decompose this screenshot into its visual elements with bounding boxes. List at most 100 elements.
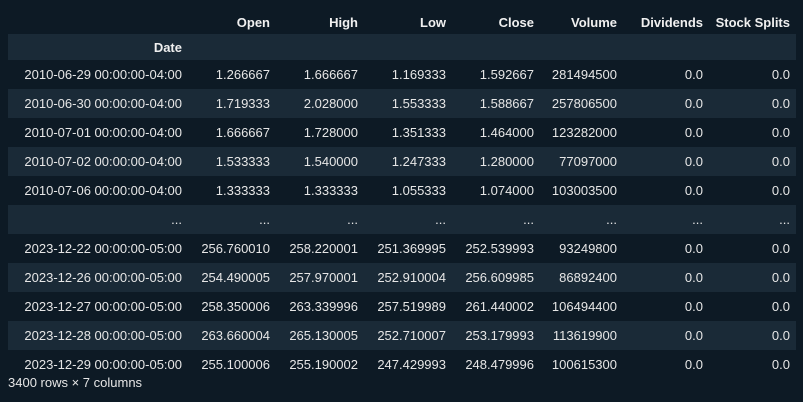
cell-close: ...: [523, 212, 534, 227]
row-index-date: 2023-12-22 00:00:00-05:00: [24, 241, 182, 256]
cell-low: 247.429993: [377, 357, 446, 372]
cell-open: 258.350006: [201, 299, 270, 314]
cell-volume: 123282000: [551, 125, 617, 140]
cell-close: 261.440002: [465, 299, 534, 314]
cell-close: 1.592667: [479, 67, 534, 82]
cell-dividends: 0.0: [684, 241, 703, 256]
table-row: 2010-07-06 00:00:00-04:00 1.333333 1.33333…: [8, 176, 796, 205]
table-body: 2010-06-29 00:00:00-04:00 1.266667 1.66666…: [8, 60, 796, 379]
dataframe-output: Open High Low Close Volume Dividends Sto…: [8, 10, 796, 379]
cell-high: 257.970001: [289, 270, 358, 285]
row-index-date: 2010-07-06 00:00:00-04:00: [24, 183, 182, 198]
cell-high: 255.190002: [289, 357, 358, 372]
cell-open: 1.719333: [215, 96, 270, 111]
table-row: 2023-12-26 00:00:00-05:00 254.490005 257.9…: [8, 263, 796, 292]
cell-high: 265.130005: [289, 328, 358, 343]
column-header-close: Close: [498, 14, 534, 30]
cell-high: 263.339996: [289, 299, 358, 314]
cell-stock-splits: 0.0: [771, 125, 790, 140]
cell-stock-splits: 0.0: [771, 357, 790, 372]
cell-low: 252.910004: [377, 270, 446, 285]
cell-dividends: ...: [692, 212, 703, 227]
cell-high: 1.540000: [303, 154, 358, 169]
cell-high: ...: [347, 212, 358, 227]
cell-low: 1.247333: [391, 154, 446, 169]
cell-close: 1.280000: [479, 154, 534, 169]
cell-volume: 113619900: [552, 328, 617, 343]
index-header-row: Date: [8, 34, 796, 60]
table-row: 2010-07-01 00:00:00-04:00 1.666667 1.72800…: [8, 118, 796, 147]
column-header-stock-splits: Stock Splits: [715, 14, 790, 30]
cell-volume: ...: [606, 212, 617, 227]
index-name-header: Date: [153, 39, 182, 55]
row-index-date: 2010-06-29 00:00:00-04:00: [24, 67, 182, 82]
cell-close: 1.464000: [479, 125, 534, 140]
cell-stock-splits: ...: [779, 212, 790, 227]
column-header-low: Low: [420, 14, 446, 30]
cell-close: 1.588667: [479, 96, 534, 111]
cell-close: 256.609985: [465, 270, 534, 285]
column-header-dividends: Dividends: [640, 14, 703, 30]
cell-open: 1.266667: [215, 67, 270, 82]
cell-dividends: 0.0: [684, 96, 703, 111]
cell-volume: 86892400: [559, 270, 617, 285]
cell-low: ...: [435, 212, 446, 227]
cell-stock-splits: 0.0: [771, 299, 790, 314]
cell-stock-splits: 0.0: [771, 241, 790, 256]
cell-open: 254.490005: [201, 270, 270, 285]
table-row: 2010-06-29 00:00:00-04:00 1.266667 1.66666…: [8, 60, 796, 89]
table-row: 2023-12-29 00:00:00-05:00 255.100006 255.1…: [8, 350, 796, 379]
cell-stock-splits: 0.0: [771, 96, 790, 111]
column-header-row: Open High Low Close Volume Dividends Sto…: [8, 10, 796, 34]
table-row: 2010-06-30 00:00:00-04:00 1.719333 2.02800…: [8, 89, 796, 118]
row-index-date: 2010-06-30 00:00:00-04:00: [24, 96, 182, 111]
cell-stock-splits: 0.0: [771, 183, 790, 198]
cell-close: 1.074000: [479, 183, 534, 198]
column-header-high: High: [329, 14, 358, 30]
cell-low: 1.553333: [391, 96, 446, 111]
cell-high: 2.028000: [303, 96, 358, 111]
cell-volume: 257806500: [551, 96, 617, 111]
cell-low: 1.169333: [391, 67, 446, 82]
cell-high: 258.220001: [289, 241, 358, 256]
cell-volume: 103003500: [551, 183, 617, 198]
row-index-date: 2023-12-29 00:00:00-05:00: [24, 357, 182, 372]
cell-high: 1.333333: [303, 183, 358, 198]
cell-volume: 281494500: [551, 67, 617, 82]
cell-open: 1.533333: [215, 154, 270, 169]
cell-high: 1.666667: [303, 67, 358, 82]
row-index-date: 2010-07-01 00:00:00-04:00: [24, 125, 182, 140]
cell-dividends: 0.0: [684, 299, 703, 314]
dataframe-table: Open High Low Close Volume Dividends Sto…: [8, 10, 796, 379]
cell-low: 251.369995: [377, 241, 446, 256]
cell-low: 257.519989: [377, 299, 446, 314]
row-index-date: 2023-12-27 00:00:00-05:00: [24, 299, 182, 314]
row-index-date: ...: [171, 212, 182, 227]
cell-dividends: 0.0: [684, 357, 703, 372]
column-header-volume: Volume: [571, 14, 617, 30]
table-row: 2023-12-28 00:00:00-05:00 263.660004 265.1…: [8, 321, 796, 350]
cell-close: 253.179993: [465, 328, 534, 343]
cell-dividends: 0.0: [684, 270, 703, 285]
table-row: 2023-12-22 00:00:00-05:00 256.760010 258.2…: [8, 234, 796, 263]
cell-dividends: 0.0: [684, 183, 703, 198]
cell-open: ...: [259, 212, 270, 227]
cell-stock-splits: 0.0: [771, 67, 790, 82]
cell-dividends: 0.0: [684, 154, 703, 169]
row-index-date: 2023-12-28 00:00:00-05:00: [24, 328, 182, 343]
cell-high: 1.728000: [303, 125, 358, 140]
cell-dividends: 0.0: [684, 328, 703, 343]
cell-open: 1.333333: [215, 183, 270, 198]
header-corner: [8, 10, 188, 34]
shape-summary: 3400 rows × 7 columns: [8, 375, 143, 390]
column-header-open: Open: [236, 14, 270, 30]
cell-low: 1.351333: [391, 125, 446, 140]
table-row: 2023-12-27 00:00:00-05:00 258.350006 263.3…: [8, 292, 796, 321]
cell-dividends: 0.0: [684, 125, 703, 140]
cell-open: 256.760010: [201, 241, 270, 256]
cell-open: 255.100006: [201, 357, 270, 372]
cell-low: 1.055333: [391, 183, 446, 198]
table-row: 2010-07-02 00:00:00-04:00 1.533333 1.54000…: [8, 147, 796, 176]
row-index-date: 2023-12-26 00:00:00-05:00: [24, 270, 182, 285]
row-index-date: 2010-07-02 00:00:00-04:00: [24, 154, 182, 169]
